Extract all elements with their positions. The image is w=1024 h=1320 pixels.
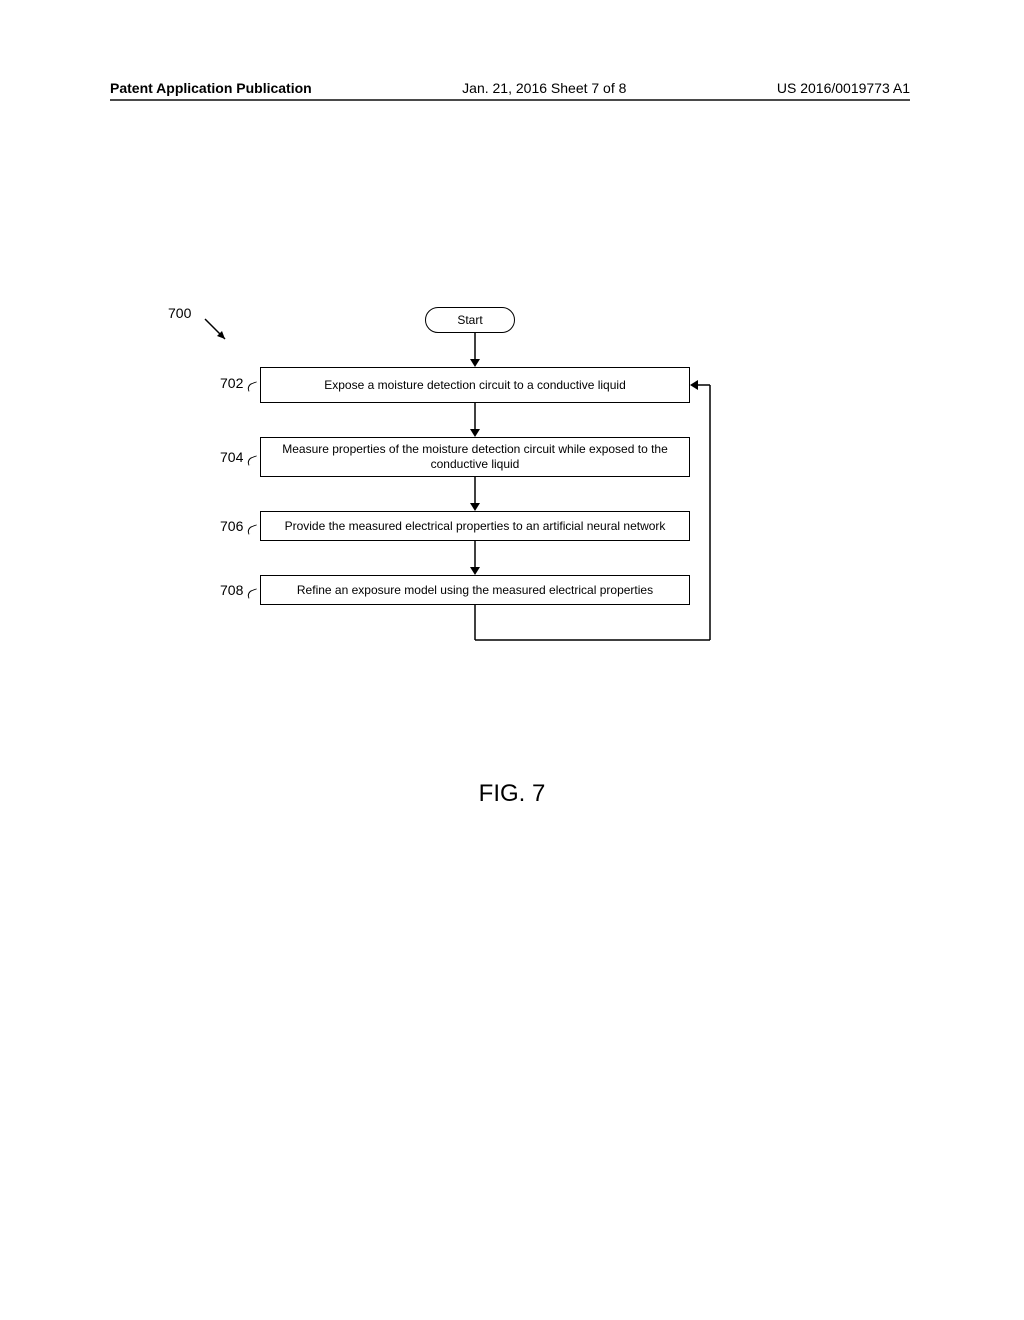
header-left: Patent Application Publication xyxy=(110,80,312,96)
ref-706-label: 706 xyxy=(220,518,261,534)
ref-704-number: 704 xyxy=(220,449,243,465)
header-right: US 2016/0019773 A1 xyxy=(777,80,910,96)
ref-702-label: 702 xyxy=(220,375,261,391)
feedback-loop-arrow xyxy=(260,365,720,655)
ref-700-label: 700 xyxy=(168,305,191,321)
arrow-start-to-702 xyxy=(469,333,481,367)
ref-708-number: 708 xyxy=(220,582,243,598)
header-center: Jan. 21, 2016 Sheet 7 of 8 xyxy=(462,80,626,96)
ref-704-label: 704 xyxy=(220,449,261,465)
start-node: Start xyxy=(425,307,515,333)
figure-caption: FIG. 7 xyxy=(0,780,1024,808)
ref-702-number: 702 xyxy=(220,375,243,391)
ref-708-label: 708 xyxy=(220,582,261,598)
ref-700-arrow-icon xyxy=(205,319,235,349)
ref-706-number: 706 xyxy=(220,518,243,534)
page-header: Patent Application Publication Jan. 21, … xyxy=(110,80,910,101)
flowchart-700: 700 Start Expose a moisture detection ci… xyxy=(160,305,840,755)
start-label: Start xyxy=(457,313,482,327)
